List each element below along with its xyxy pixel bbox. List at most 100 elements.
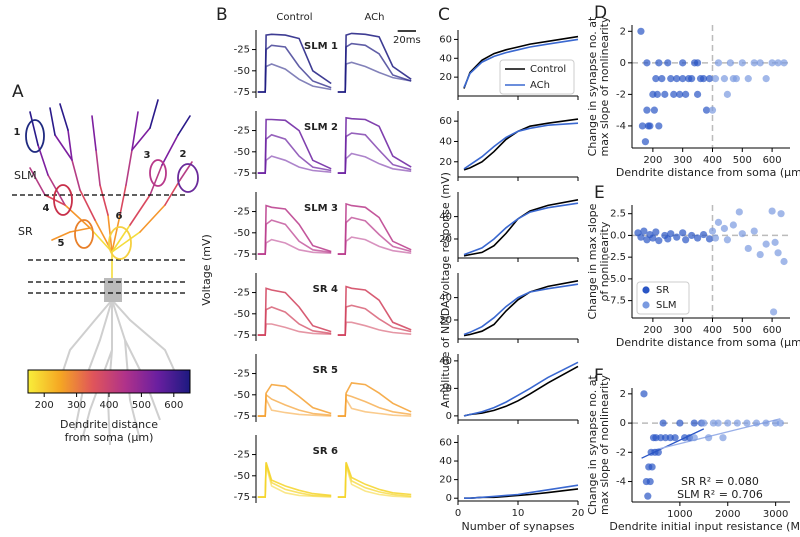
x-tick-label: 0 [455,508,461,519]
point [690,434,698,442]
voltage-trace [337,382,412,417]
x-tick-label: 2000 [715,509,740,520]
point [726,59,734,67]
row-label: SR 5 [313,365,338,376]
basal-dendrite [74,299,113,431]
panel-label: B [216,5,228,25]
colorbar-label: from soma (μm) [65,431,154,444]
point [719,434,727,442]
dendrite [177,115,191,136]
y-tick-label: 20 [439,475,452,486]
y-tick-label: -75 [234,249,250,260]
line [463,202,579,256]
point [654,448,662,456]
line [463,365,579,417]
y-tick-label: -75 [234,168,250,179]
point [649,234,657,242]
point [714,59,723,67]
y-tick-label: -7.5 [606,296,626,307]
y-axis-label: Change in synapse no. at [586,375,599,515]
annotation: SR R² = 0.080 [681,475,759,488]
point [693,59,702,67]
point [708,227,717,235]
y-tick-label: 40 [439,356,452,367]
point [650,106,658,114]
point [664,235,672,243]
line [463,361,579,417]
y-tick-label: 60 [439,116,452,127]
voltage-trace [337,285,412,336]
point [643,59,651,67]
x-tick-label: 10 [512,508,525,519]
colorbar-tick-label: 600 [164,400,183,411]
voltage-trace [337,304,412,336]
site-label: 3 [144,150,151,161]
line [463,118,579,171]
point [679,229,687,237]
dendrite [49,107,56,136]
point [738,59,746,67]
point [699,230,708,239]
line [463,38,579,88]
voltage-trace [257,155,332,174]
voltage-trace [257,204,332,255]
voltage-trace [337,236,412,255]
voltage-trace [337,152,412,174]
point [774,59,782,67]
y-tick-label: -5.0 [606,274,626,285]
point [652,228,660,236]
point [658,75,666,83]
x-tick-label: 500 [733,325,752,336]
point [770,308,778,316]
point [733,419,741,427]
x-axis-label: Dendrite initial input resistance (MΩ) [609,520,800,533]
point [676,419,684,427]
voltage-trace [257,323,332,336]
site-label: 5 [58,238,65,249]
dendrite [131,127,151,151]
y-tick-label: -25 [234,450,250,461]
point [640,227,648,235]
y-axis-label: max slope of nonlinearity [598,16,611,156]
voltage-trace [257,461,332,498]
column-title: Control [276,12,312,23]
y-tick-label: 2 [620,26,626,37]
dendrite [99,184,109,216]
dendrite [79,189,96,221]
point [702,106,711,114]
point [720,224,729,233]
dendrite [131,111,139,151]
x-tick-label: 400 [703,155,722,166]
dendrite [69,227,91,233]
y-tick-label: -2.5 [606,252,626,263]
dendrite [107,214,113,253]
y-axis-label: of nonlinearity [598,221,611,301]
point [652,75,660,83]
y-tick-label: -50 [234,66,250,77]
point [780,257,788,266]
y-tick-label: -50 [234,390,250,401]
x-tick-label: 300 [673,325,692,336]
point [750,59,758,67]
y-axis-label: Change in synapse no. at [586,16,599,156]
point [750,227,758,235]
point [659,419,667,427]
point [744,75,752,83]
dendrite [29,167,46,196]
point [762,75,770,83]
panel-label: A [12,82,24,102]
y-tick-label: 20 [439,315,452,326]
point [646,477,654,486]
y-tick-label: -50 [234,228,250,239]
point [699,75,708,83]
y-tick-label: -25 [234,288,250,299]
voltage-trace [337,202,412,255]
point [641,138,650,146]
line [463,122,579,170]
basal-dendrite [111,299,161,421]
point [738,230,746,238]
y-tick-label: 0 [620,58,626,69]
y-tick-label: 40 [439,53,452,64]
point [723,236,731,244]
dendrite [51,231,71,241]
